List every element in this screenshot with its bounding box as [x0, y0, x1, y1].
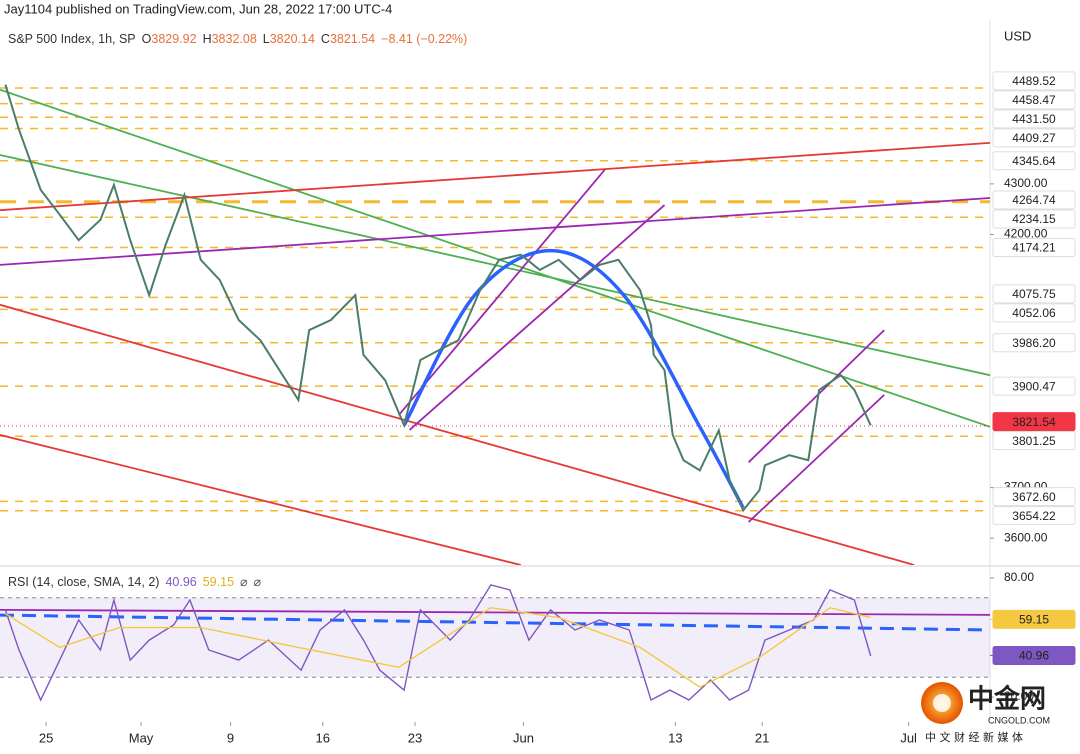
x-tick-label: 23 [408, 730, 422, 745]
level-label: 3672.60 [1012, 490, 1056, 504]
level-label-box [992, 303, 1076, 323]
x-tick-label: 25 [39, 730, 53, 745]
level-label: 4234.15 [1012, 212, 1056, 226]
y-tick-label: 80.00 [1004, 570, 1034, 584]
level-label-box [992, 284, 1076, 304]
trendline [0, 609, 990, 616]
price-pane [0, 84, 990, 565]
ohlc-value: 3821.54 [330, 32, 375, 46]
x-tick-label: 21 [755, 730, 769, 745]
level-label-box [992, 209, 1076, 229]
level-label-box [992, 376, 1076, 396]
legend-icon: ⌀ [240, 575, 248, 589]
rsi-band [0, 597, 990, 678]
level-label: 3801.25 [1012, 434, 1056, 448]
legend-icon: ⌀ [254, 575, 262, 589]
ohlc-value: 3829.92 [151, 32, 196, 46]
level-label: 3900.47 [1012, 379, 1056, 393]
ohlc-label: C [321, 32, 330, 46]
x-tick-label: Jun [513, 730, 534, 745]
level-label-box [992, 190, 1076, 210]
axes: 4300.004200.003700.003600.004489.524458.… [39, 71, 1076, 745]
level-label-box [992, 506, 1076, 526]
publisher: Jay1104 published on TradingView.com, Ju… [4, 1, 392, 16]
trendline [0, 197, 990, 266]
level-label: 4264.74 [1012, 193, 1056, 207]
level-label-box [992, 238, 1076, 258]
level-label-box [992, 431, 1076, 451]
legend-value: 59.15 [203, 575, 234, 589]
price-legend: S&P 500 Index, 1h, SP O3829.92 H3832.08 L38… [8, 32, 467, 46]
ohlc-label: H [203, 32, 212, 46]
trendline [0, 88, 990, 428]
ohlc-value: 3832.08 [212, 32, 257, 46]
level-label: 4489.52 [1012, 74, 1056, 88]
level-label-box [992, 128, 1076, 148]
trendline [0, 142, 990, 212]
level-label-box [992, 151, 1076, 171]
level-label: 4075.75 [1012, 287, 1056, 301]
level-label-box [992, 71, 1076, 91]
last-value-label: 59.15 [1019, 613, 1049, 627]
x-tick-label: 16 [316, 730, 330, 745]
last-value-label-box [992, 609, 1076, 629]
level-label: 4052.06 [1012, 306, 1056, 320]
last-value-label-box [992, 645, 1076, 665]
legend-title: RSI (14, close, SMA, 14, 2) [8, 575, 159, 589]
level-label: 3654.22 [1012, 509, 1056, 523]
y-tick-label: 4300.00 [1004, 176, 1048, 190]
ohlc-value: 3820.14 [270, 32, 315, 46]
trendline [398, 169, 606, 416]
rsi-legend: RSI (14, close, SMA, 14, 2) 40.96 59.15 ⌀ ⌀ [8, 575, 262, 589]
trendline [747, 394, 885, 523]
x-tick-label: 9 [227, 730, 234, 745]
level-label-box [992, 333, 1076, 353]
x-tick-label: 13 [668, 730, 682, 745]
y-tick-label: 20.00 [1004, 689, 1034, 703]
trendline [0, 613, 990, 632]
series-line [4, 84, 872, 513]
watermark-name: 中金网 [968, 684, 1046, 715]
x-tick-label: May [129, 730, 154, 745]
arc-curve [402, 248, 745, 509]
change-label: −8.41 (−0.22%) [381, 32, 467, 46]
y-tick-label: 3600.00 [1004, 530, 1048, 544]
trendline [747, 329, 885, 463]
level-label: 4458.47 [1012, 93, 1056, 107]
last-value-label: 40.96 [1019, 649, 1049, 663]
level-label-box [992, 487, 1076, 507]
watermark-tagline: 中 文 财 经 新 媒 体 [925, 730, 1023, 744]
level-label: 4345.64 [1012, 154, 1056, 168]
trendline [0, 303, 915, 565]
y-tick-label: 4200.00 [1004, 227, 1048, 241]
level-label: 3986.20 [1012, 336, 1056, 350]
level-label-box [992, 109, 1076, 129]
logo-inner [933, 694, 951, 712]
ohlc-label: O [142, 32, 152, 46]
level-label: 4431.50 [1012, 112, 1056, 126]
trendline [409, 204, 666, 431]
level-label: 4174.21 [1012, 241, 1056, 255]
watermark-site: CNGOLD.COM [988, 715, 1050, 725]
series-line [4, 584, 872, 702]
trendline [0, 434, 522, 565]
series-line [5, 606, 871, 688]
legend-title: S&P 500 Index, 1h, SP [8, 32, 136, 46]
last-price-label: 3821.54 [1012, 415, 1056, 429]
legend-value: 40.96 [165, 575, 196, 589]
level-label-box [992, 90, 1076, 110]
rsi-pane [0, 584, 990, 702]
x-tick-label: Jul [900, 730, 917, 745]
watermark: 中金网 CNGOLD.COM 中 文 财 经 新 媒 体 [921, 682, 1050, 744]
last-price-label-box [992, 412, 1076, 432]
ohlc-label: L [263, 32, 270, 46]
level-label: 4409.27 [1012, 131, 1056, 145]
currency: USD [1004, 28, 1031, 43]
